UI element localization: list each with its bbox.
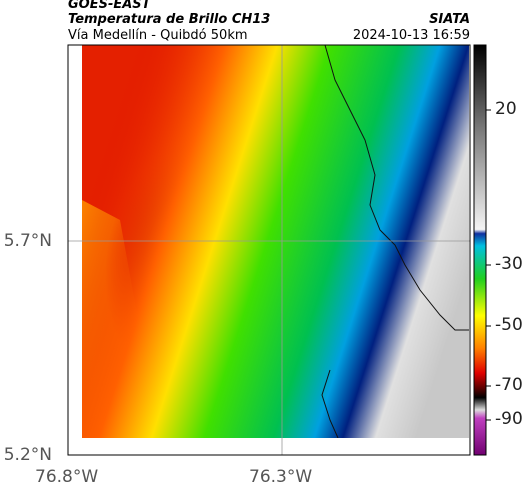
border	[321, 45, 469, 438]
timestamp: 2024-10-13 16:59	[352, 28, 470, 43]
source: GOES-EAST	[68, 0, 151, 12]
colorbar-label: -70	[495, 375, 523, 395]
org: SIATA	[429, 12, 470, 27]
colorbar-label: -90	[495, 409, 523, 429]
colorbar-ticks	[486, 109, 491, 421]
colorbar-label: -50	[495, 315, 523, 335]
lat-label: 5.2°N	[3, 445, 52, 465]
colorbar	[473, 44, 487, 456]
colorbar-label: 20	[495, 99, 517, 119]
lon-label: 76.3°W	[249, 467, 313, 487]
colorbar-label: -30	[495, 254, 523, 274]
lat-label: 5.7°N	[3, 231, 52, 251]
product: Temperatura de Brillo CH13	[68, 12, 271, 27]
route: Vía Medellín - Quibdó 50km	[68, 28, 248, 43]
brightness-temperature	[82, 45, 469, 438]
lon-label: 76.8°W	[35, 467, 99, 487]
frame	[67, 44, 471, 456]
